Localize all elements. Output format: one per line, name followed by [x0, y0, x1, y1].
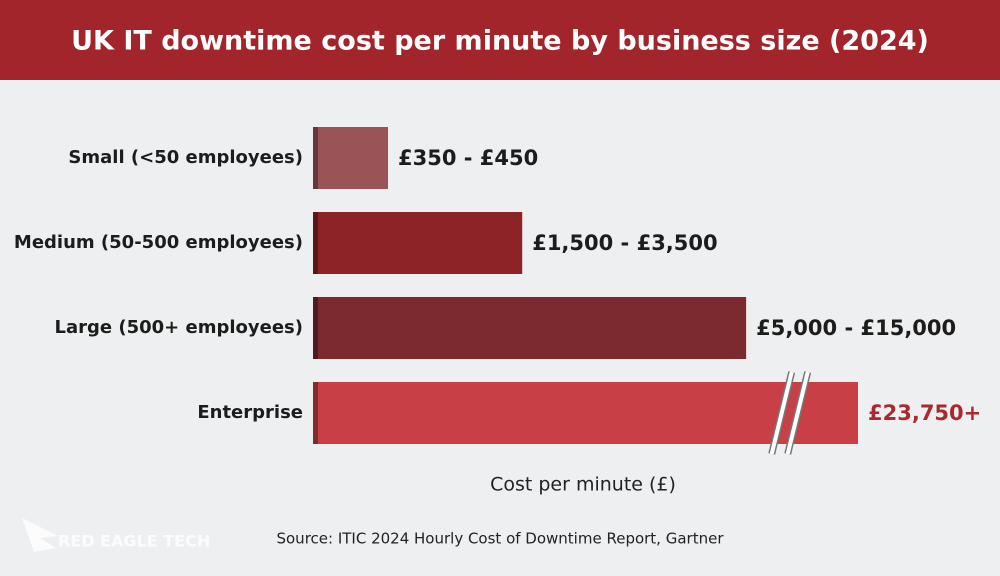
category-label: Enterprise [197, 402, 303, 423]
bar [313, 212, 523, 274]
category-label: Small (<50 employees) [68, 147, 303, 168]
category-label: Medium (50-500 employees) [14, 232, 303, 253]
bar [313, 297, 747, 359]
chart-title: UK IT downtime cost per minute by busine… [71, 26, 929, 57]
source: Source: ITIC 2024 Hourly Cost of Downtim… [276, 530, 724, 548]
bar-edge [313, 382, 318, 444]
category-label: Large (500+ employees) [55, 317, 303, 338]
bar [313, 127, 389, 189]
axis-break [785, 371, 810, 455]
logo: RED EAGLE TECH [58, 532, 210, 551]
header-band [0, 0, 1000, 80]
axis-break [769, 371, 794, 455]
bar [313, 382, 858, 444]
logo-icon [22, 518, 58, 552]
bar-edge [313, 127, 318, 189]
value-label: £350 - £450 [398, 146, 538, 170]
value-label: £1,500 - £3,500 [532, 231, 717, 255]
x-axis-label: Cost per minute (£) [490, 474, 676, 496]
bar-edge [313, 212, 318, 274]
value-label: £5,000 - £15,000 [756, 316, 956, 340]
value-label: £23,750+ [868, 401, 981, 425]
bar-edge [313, 297, 318, 359]
